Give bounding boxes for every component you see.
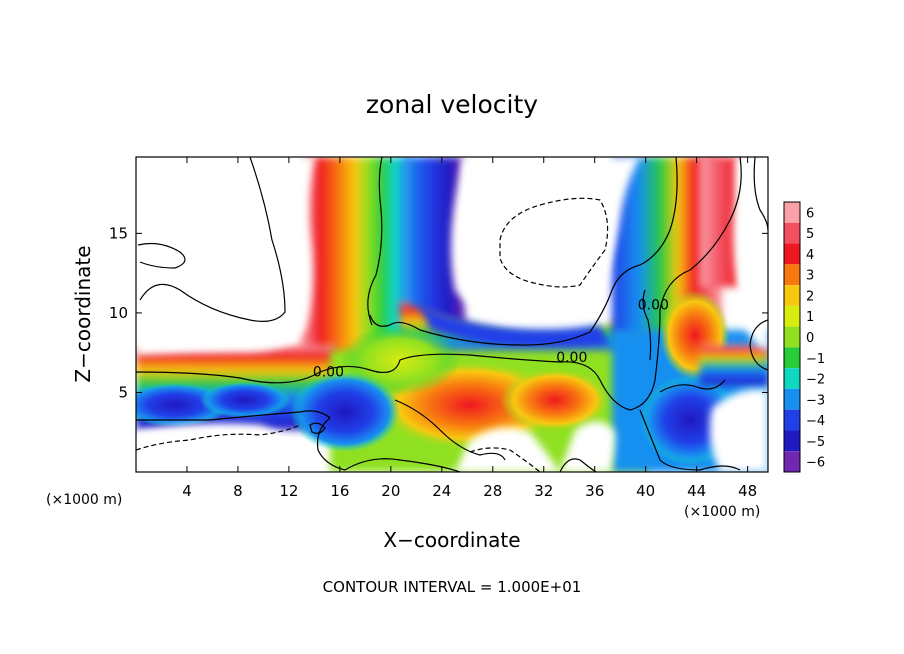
colorbar-swatch <box>784 285 800 306</box>
contour-dashed-upper <box>499 197 609 288</box>
x-unit-label-left: (×1000 m) <box>46 492 122 508</box>
colorbar-label: −3 <box>806 393 825 408</box>
field-right-band <box>700 345 768 385</box>
colorbar-swatch <box>784 243 800 265</box>
contour-interval-footer: CONTOUR INTERVAL = 1.000E+01 <box>323 578 582 596</box>
plot-frame <box>135 156 769 473</box>
contour-right-top <box>753 157 768 231</box>
x-tick-label: 32 <box>534 482 553 500</box>
x-tick-label: 4 <box>182 482 192 500</box>
field-white-bottom-center <box>455 427 560 472</box>
contour-zero-main <box>136 157 742 411</box>
field-white-upper-center <box>451 157 640 321</box>
colorbar-swatch <box>784 368 800 389</box>
contour-labels: 0.00 0.00 0.00 <box>313 298 669 381</box>
contour-lower-right <box>639 409 741 471</box>
x-tick-label: 16 <box>330 482 349 500</box>
contour-bottom-bump <box>559 458 597 472</box>
contour-lower-loop-3 <box>344 458 461 472</box>
chart-title: zonal velocity <box>366 90 538 119</box>
colorbar-swatch <box>784 430 800 452</box>
contour-dashed-lower-left <box>136 424 301 451</box>
x-tick-label: 48 <box>738 482 757 500</box>
y-tick-label: 10 <box>109 304 128 322</box>
field-right-edge <box>700 157 740 287</box>
contour-left-white-edge <box>139 157 286 322</box>
colorbar-label: −2 <box>806 373 825 388</box>
x-tick-label: 44 <box>687 482 706 500</box>
colorbar-label: 2 <box>806 289 814 304</box>
colorbar-swatch <box>784 409 800 431</box>
contour-right-low <box>659 379 726 393</box>
contour-lower-left <box>136 410 331 421</box>
colorbar-swatch <box>784 326 800 348</box>
colorbar-label: 4 <box>806 248 814 263</box>
field-blue-shelf <box>420 305 610 350</box>
field-white-left <box>136 157 315 355</box>
contour-zero-loop <box>367 157 383 326</box>
contour-label: 0.00 <box>556 350 587 366</box>
velocity-field <box>136 157 768 472</box>
field-warm-blob-2 <box>500 368 610 432</box>
contour-lines <box>136 157 768 472</box>
colorbar-swatch <box>784 305 800 327</box>
contour-dashed-lower-center <box>469 447 541 472</box>
x-tick-label: 12 <box>279 482 298 500</box>
x-tick-label: 36 <box>585 482 604 500</box>
colorbar-label: −6 <box>806 456 825 471</box>
colorbar-label: −1 <box>806 352 825 367</box>
contour-label: 0.00 <box>638 298 669 314</box>
colorbar-swatch <box>784 264 800 286</box>
contour-right-edge <box>749 319 768 371</box>
contour-small-loop <box>309 422 326 434</box>
colorbar-swatch <box>784 347 800 369</box>
y-axis-title: Z−coordinate <box>71 245 95 382</box>
x-tick-label: 24 <box>432 482 451 500</box>
colorbar-label: −5 <box>806 435 825 450</box>
x-tick-label: 8 <box>233 482 243 500</box>
x-axis-title: X−coordinate <box>383 528 520 552</box>
y-tick-label: 5 <box>118 383 128 401</box>
field-blue-vortex-3 <box>200 382 290 418</box>
field-white-bottom-right <box>709 389 768 472</box>
colorbar-swatch <box>784 202 800 223</box>
colorbar-label: 3 <box>806 269 814 284</box>
contour-label: 0.00 <box>313 365 344 381</box>
colorbar: 6 5 4 3 2 1 0 −1 −2 −3 −4 −5 −6 <box>783 201 825 473</box>
x-tick-label: 20 <box>381 482 400 500</box>
field-white-upper-right <box>733 157 768 350</box>
colorbar-label: 1 <box>806 310 814 325</box>
colorbar-label: 0 <box>806 331 814 346</box>
contour-zero-plume <box>369 157 678 346</box>
x-tick-label: 40 <box>636 482 655 500</box>
x-unit-label-right: (×1000 m) <box>684 504 760 520</box>
colorbar-label: 6 <box>806 206 814 221</box>
y-tick-label: 15 <box>109 224 128 242</box>
colorbar-frame <box>783 201 801 473</box>
colorbar-swatch <box>784 451 800 472</box>
colorbar-label: −4 <box>806 414 825 429</box>
x-tick-label: 28 <box>483 482 502 500</box>
contour-upper-right <box>642 289 652 361</box>
colorbar-swatch <box>784 388 800 410</box>
field-white-bottom-left <box>136 423 318 472</box>
field-blue-vortex-1 <box>290 372 400 452</box>
colorbar-swatch <box>784 222 800 244</box>
contour-left-bump <box>137 242 186 269</box>
colorbar-label: 5 <box>806 227 814 242</box>
contour-lower-loop-2 <box>394 399 506 461</box>
